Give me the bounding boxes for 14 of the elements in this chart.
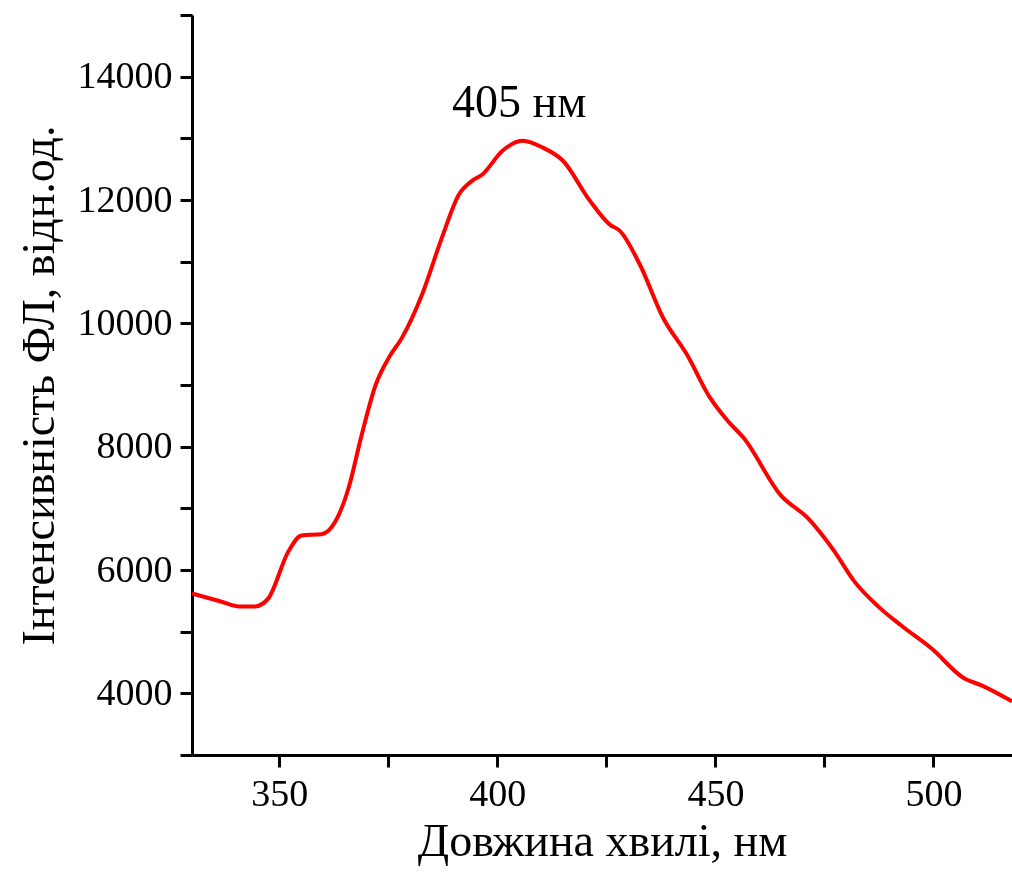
x-tick-label: 450 (687, 771, 745, 814)
annotation: 405 нм (452, 75, 587, 127)
y-tick-label: 6000 (96, 547, 173, 590)
x-tick-label: 400 (469, 771, 527, 814)
y-tick-label: 4000 (96, 670, 173, 713)
x-axis-title: Довжина хвилі, нм (417, 814, 788, 866)
x-tick-label: 500 (905, 771, 963, 814)
y-tick-label: 10000 (77, 300, 173, 343)
y-tick-label: 8000 (96, 424, 173, 467)
y-tick-label: 12000 (77, 177, 173, 220)
y-tick-label: 14000 (77, 54, 173, 97)
x-tick-label: 350 (251, 771, 309, 814)
y-axis-title: Інтенсивність ФЛ, відн.од. (12, 125, 64, 646)
line-series (192, 138, 1012, 704)
